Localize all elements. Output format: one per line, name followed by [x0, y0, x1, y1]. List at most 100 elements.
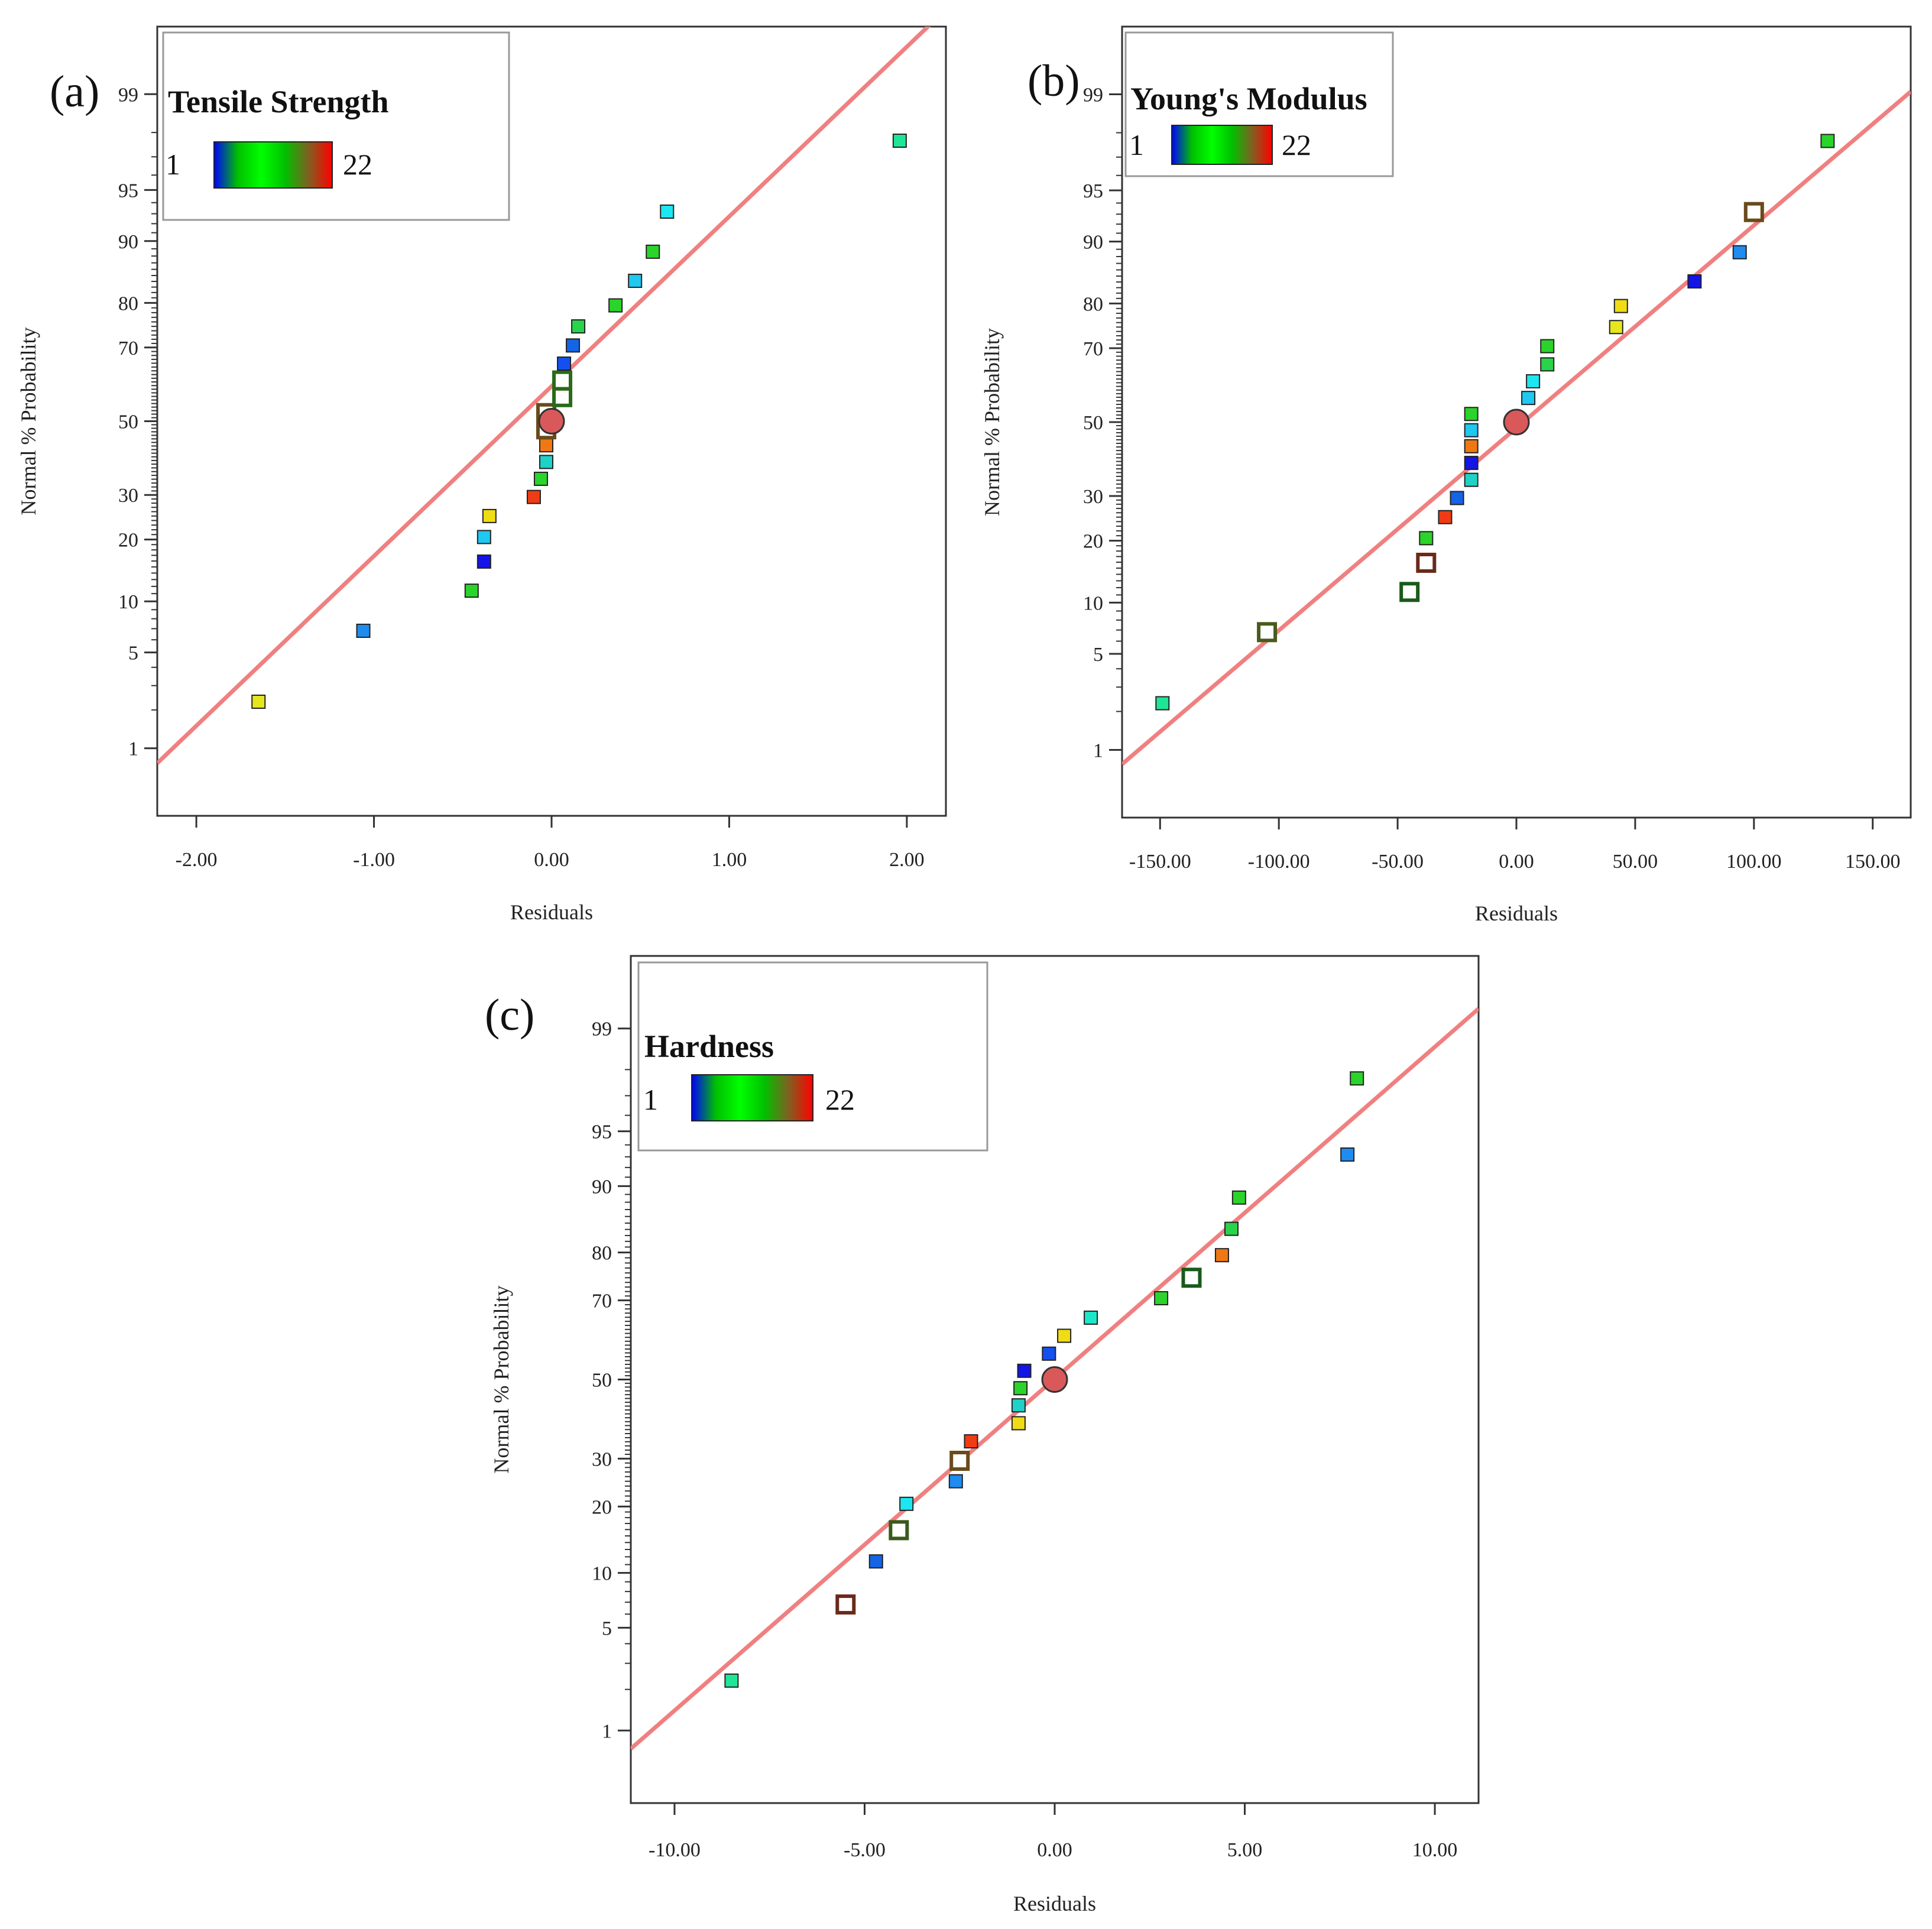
- x-tick-label: 2.00: [889, 849, 925, 871]
- legend-max-label: 22: [1282, 128, 1311, 161]
- data-point: [660, 204, 675, 219]
- y-tick-label: 90: [1083, 232, 1103, 254]
- data-point: [1521, 391, 1536, 406]
- y-tick-label: 80: [118, 293, 138, 315]
- data-point: [1350, 1071, 1364, 1086]
- x-tick-label: -50.00: [1372, 851, 1424, 873]
- data-point: [1231, 1190, 1246, 1205]
- y-tick-label: 70: [592, 1291, 612, 1312]
- data-point: [482, 508, 497, 523]
- data-point: [1011, 1416, 1026, 1431]
- x-axis-title: Residuals: [510, 900, 593, 924]
- y-tick-label: 5: [602, 1617, 612, 1639]
- data-point: [628, 274, 643, 288]
- x-tick-label: 0.00: [534, 849, 569, 871]
- legend-min-label: 1: [166, 148, 180, 181]
- data-point: [1540, 357, 1555, 372]
- y-tick-label: 1: [602, 1720, 612, 1742]
- y-tick-label: 10: [118, 591, 138, 613]
- y-axis-title: Normal % Probability: [980, 328, 1004, 516]
- data-point: [1154, 1291, 1169, 1305]
- data-point: [1155, 696, 1170, 711]
- data-point: [1042, 1346, 1056, 1361]
- x-axis-title: Residuals: [1475, 902, 1558, 925]
- panel-label: (b): [1027, 56, 1080, 106]
- data-point: [557, 356, 572, 371]
- data-point: [724, 1673, 739, 1688]
- data-point: [476, 554, 491, 569]
- y-tick-label: 1: [128, 738, 138, 760]
- data-point: [868, 1554, 883, 1569]
- data-point: [1224, 1221, 1239, 1236]
- data-point: [539, 455, 553, 469]
- y-tick-label: 1: [1093, 740, 1103, 761]
- y-tick-label: 30: [1083, 486, 1103, 508]
- y-tick-label: 70: [118, 338, 138, 359]
- x-tick-label: 50.00: [1613, 851, 1658, 873]
- data-point: [899, 1496, 914, 1511]
- data-point: [1419, 531, 1434, 546]
- x-tick-label: -2.00: [176, 849, 218, 871]
- data-point: [356, 624, 371, 638]
- data-point: [1613, 299, 1628, 313]
- data-point: [251, 694, 266, 709]
- y-tick-label: 5: [1093, 644, 1103, 666]
- data-point: [1526, 374, 1541, 388]
- center-design-point: [1041, 1366, 1068, 1393]
- data-point-hollow: [949, 1451, 970, 1471]
- data-point-hollow: [1743, 202, 1764, 222]
- y-tick-label: 99: [1083, 85, 1103, 106]
- data-point-hollow: [1181, 1267, 1202, 1288]
- y-tick-label: 10: [592, 1563, 612, 1585]
- x-tick-label: 10.00: [1412, 1839, 1458, 1861]
- y-tick-label: 95: [592, 1121, 612, 1143]
- x-tick-label: 150.00: [1845, 851, 1901, 873]
- panel-label: (c): [485, 990, 534, 1040]
- data-point: [533, 471, 548, 486]
- y-tick-label: 50: [592, 1370, 612, 1392]
- x-tick-label: -150.00: [1129, 851, 1191, 873]
- legend-title: Hardness: [644, 1029, 774, 1064]
- data-point: [1609, 320, 1623, 335]
- x-tick-label: -10.00: [649, 1839, 701, 1861]
- y-axis-title: Normal % Probability: [490, 1286, 513, 1474]
- data-point: [1084, 1310, 1098, 1325]
- data-point: [476, 530, 491, 544]
- x-tick-label: 0.00: [1037, 1839, 1072, 1861]
- y-tick-label: 5: [128, 643, 138, 664]
- y-tick-label: 99: [118, 84, 138, 106]
- chart-panel-2: 1 5 10 20 30 50 70 80 90 95 99 -150.00 -100.00 -50.00…: [980, 25, 1912, 925]
- data-point-hollow: [1416, 552, 1437, 573]
- data-point: [1540, 339, 1555, 354]
- y-tick-label: 20: [1083, 531, 1103, 553]
- legend-box: [162, 31, 510, 221]
- data-point: [1340, 1147, 1355, 1162]
- y-tick-label: 95: [118, 180, 138, 202]
- data-point: [646, 244, 660, 259]
- legend-max-label: 22: [343, 148, 372, 181]
- legend-title: Young's Modulus: [1130, 81, 1367, 116]
- data-point: [1732, 245, 1747, 260]
- data-point: [539, 438, 553, 453]
- y-tick-label: 80: [1083, 293, 1103, 315]
- data-point: [1450, 491, 1464, 505]
- data-point: [1464, 439, 1479, 453]
- y-tick-label: 50: [118, 411, 138, 433]
- data-point: [571, 319, 586, 334]
- color-scale-bar: [691, 1074, 813, 1121]
- data-points: [1155, 134, 1835, 711]
- y-tick-label: 20: [592, 1496, 612, 1518]
- data-points: [724, 1071, 1364, 1688]
- data-point-hollow: [835, 1594, 856, 1615]
- legend-max-label: 22: [825, 1083, 855, 1116]
- y-tick-label: 50: [1083, 412, 1103, 434]
- data-point: [566, 338, 581, 353]
- y-minor-ticks: [625, 1027, 631, 1732]
- color-scale-bar: [213, 141, 333, 189]
- panel-label: (a): [50, 67, 99, 116]
- y-tick-label: 20: [118, 530, 138, 552]
- chart-panel-1: 1 5 10 20 30 50 70 80 90 95 99 -2.00 -1.00 0.00 1.00 2.…: [17, 25, 947, 924]
- center-design-point: [538, 408, 565, 435]
- x-tick-label: 5.00: [1227, 1839, 1263, 1861]
